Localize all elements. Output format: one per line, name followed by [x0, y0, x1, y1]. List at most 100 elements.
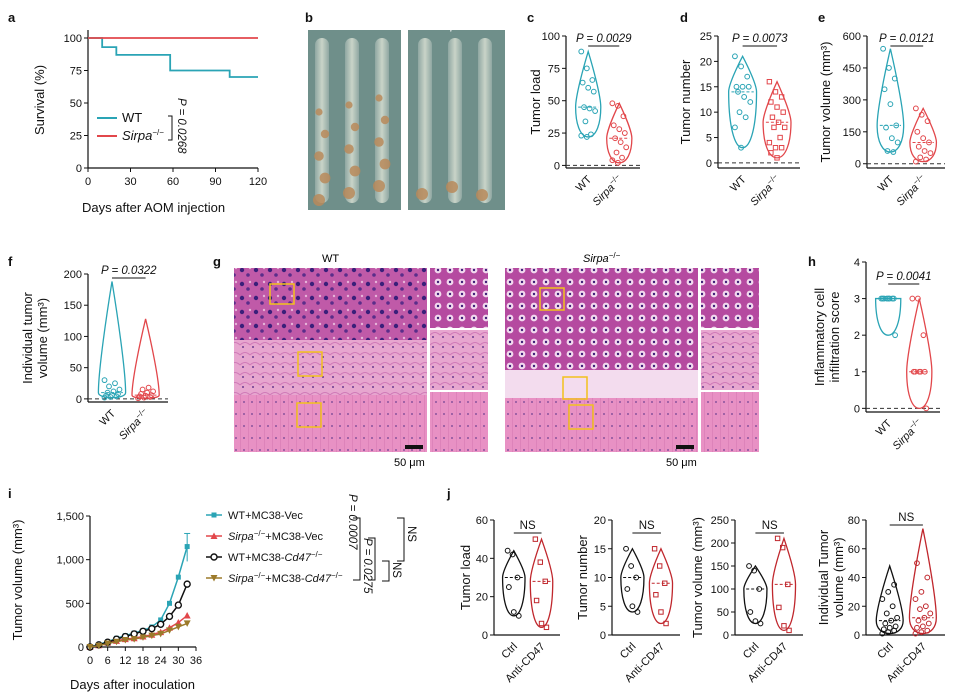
data-point — [614, 159, 621, 166]
data-point — [166, 627, 173, 634]
data-point — [86, 644, 94, 651]
panel-label-g: g — [213, 254, 221, 269]
data-point — [633, 574, 640, 581]
data-point — [156, 620, 165, 628]
data-point — [158, 617, 164, 623]
colon-segment — [478, 38, 492, 203]
data-point — [739, 83, 746, 90]
legend-text: WT+MC38-Vec — [228, 510, 303, 522]
y-tick-label: 25 — [700, 31, 712, 43]
data-point — [148, 624, 156, 633]
histology-panel: WT Sirpa−/− 50 μm 50 μm — [234, 251, 759, 469]
x-tick-label: 18 — [137, 655, 149, 667]
chart-e: 0 150 300 450 600 Tumor volume (mm³) WTSirpa−/… — [818, 31, 945, 208]
data-point — [113, 638, 120, 646]
data-point — [772, 144, 779, 151]
y-tick-label: 10 — [700, 107, 712, 119]
y-tick-label: 1,000 — [56, 555, 84, 567]
scale-label: 50 μm — [666, 457, 697, 469]
y-tick-label: 450 — [843, 63, 861, 75]
roi-box — [269, 283, 295, 305]
y-axis-label: volume (mm³) — [35, 298, 50, 378]
p-value: P = 0.0029 — [576, 33, 632, 45]
x-tick-label: 6 — [105, 655, 111, 667]
y-tick-label: 50 — [548, 96, 560, 108]
y-tick-label: 25 — [548, 128, 560, 140]
y-tick-label: 5 — [600, 601, 606, 613]
violin-body — [606, 101, 633, 164]
data-point — [588, 131, 594, 138]
panel-label-j: j — [446, 486, 451, 501]
y-tick-label: 15 — [594, 544, 606, 556]
data-point — [892, 623, 899, 630]
data-point — [918, 629, 925, 636]
data-point — [917, 606, 923, 613]
y-tick-label: 40 — [848, 573, 860, 585]
data-point — [918, 588, 925, 595]
legend-text: Cd47 — [305, 573, 332, 585]
y-tick-label: 80 — [848, 515, 860, 527]
histology-ko-muscle — [505, 398, 698, 452]
legend-sup: −/− — [311, 550, 323, 559]
x-tick-label: 12 — [119, 655, 131, 667]
y-tick-label: 600 — [843, 31, 861, 43]
chart-f: 0 50 100 150 200 Individual tumor volume (mm³)… — [20, 265, 168, 442]
data-point — [95, 642, 103, 650]
tumor-nodule — [344, 144, 354, 154]
data-point — [924, 118, 931, 125]
data-point — [744, 73, 751, 80]
data-point — [752, 618, 759, 625]
data-point — [515, 612, 522, 619]
data-point — [745, 83, 752, 90]
data-point — [927, 610, 934, 617]
colon-segment — [448, 38, 462, 203]
data-point — [139, 634, 147, 641]
y-tick-label: 0 — [854, 630, 860, 642]
scale-label: 50 μm — [394, 457, 425, 469]
violin-body — [743, 564, 768, 625]
data-point — [923, 156, 929, 163]
data-point — [145, 384, 152, 391]
tumor-nodule — [315, 108, 323, 116]
data-point — [785, 581, 791, 588]
data-point — [510, 609, 517, 615]
x-category-label: WT — [876, 173, 897, 194]
data-point — [782, 124, 788, 131]
significance-bracket — [382, 560, 390, 582]
y-tick-label: 150 — [843, 127, 861, 139]
data-point — [921, 148, 928, 154]
data-point — [891, 581, 898, 588]
inset-wt-2 — [430, 330, 488, 390]
data-point — [165, 612, 174, 621]
data-point — [924, 574, 931, 581]
data-point — [578, 132, 585, 139]
y-axis-label: Individual tumor — [20, 291, 35, 383]
data-point — [653, 592, 659, 598]
y-tick-label: 60 — [848, 544, 860, 556]
data-point — [879, 596, 886, 602]
tumor-nodule — [314, 151, 324, 161]
violin-body — [906, 298, 933, 409]
x-category-label: Ctrl — [875, 641, 896, 662]
violin-body — [529, 537, 554, 628]
data-point — [130, 630, 138, 638]
data-point — [771, 124, 777, 131]
data-point — [586, 105, 593, 112]
x-category-text: Ctrl — [499, 641, 520, 662]
y-tick-label: 0 — [855, 159, 861, 171]
data-point — [768, 99, 774, 105]
data-point — [590, 88, 597, 95]
panel-label-d: d — [680, 10, 688, 25]
photo-label-ko: Sirpa−/− — [437, 18, 475, 32]
data-point — [658, 609, 664, 615]
data-point — [619, 154, 625, 161]
data-point — [167, 600, 172, 606]
x-axis-label: Days after AOM injection — [82, 200, 225, 215]
data-point — [777, 134, 783, 141]
data-point — [101, 377, 108, 384]
data-point — [742, 114, 749, 121]
p-value: P = 0.0121 — [879, 33, 935, 45]
legend-entry: WT+MC38-Cd47−/− — [228, 550, 323, 564]
y-tick-label: 50 — [70, 363, 82, 375]
